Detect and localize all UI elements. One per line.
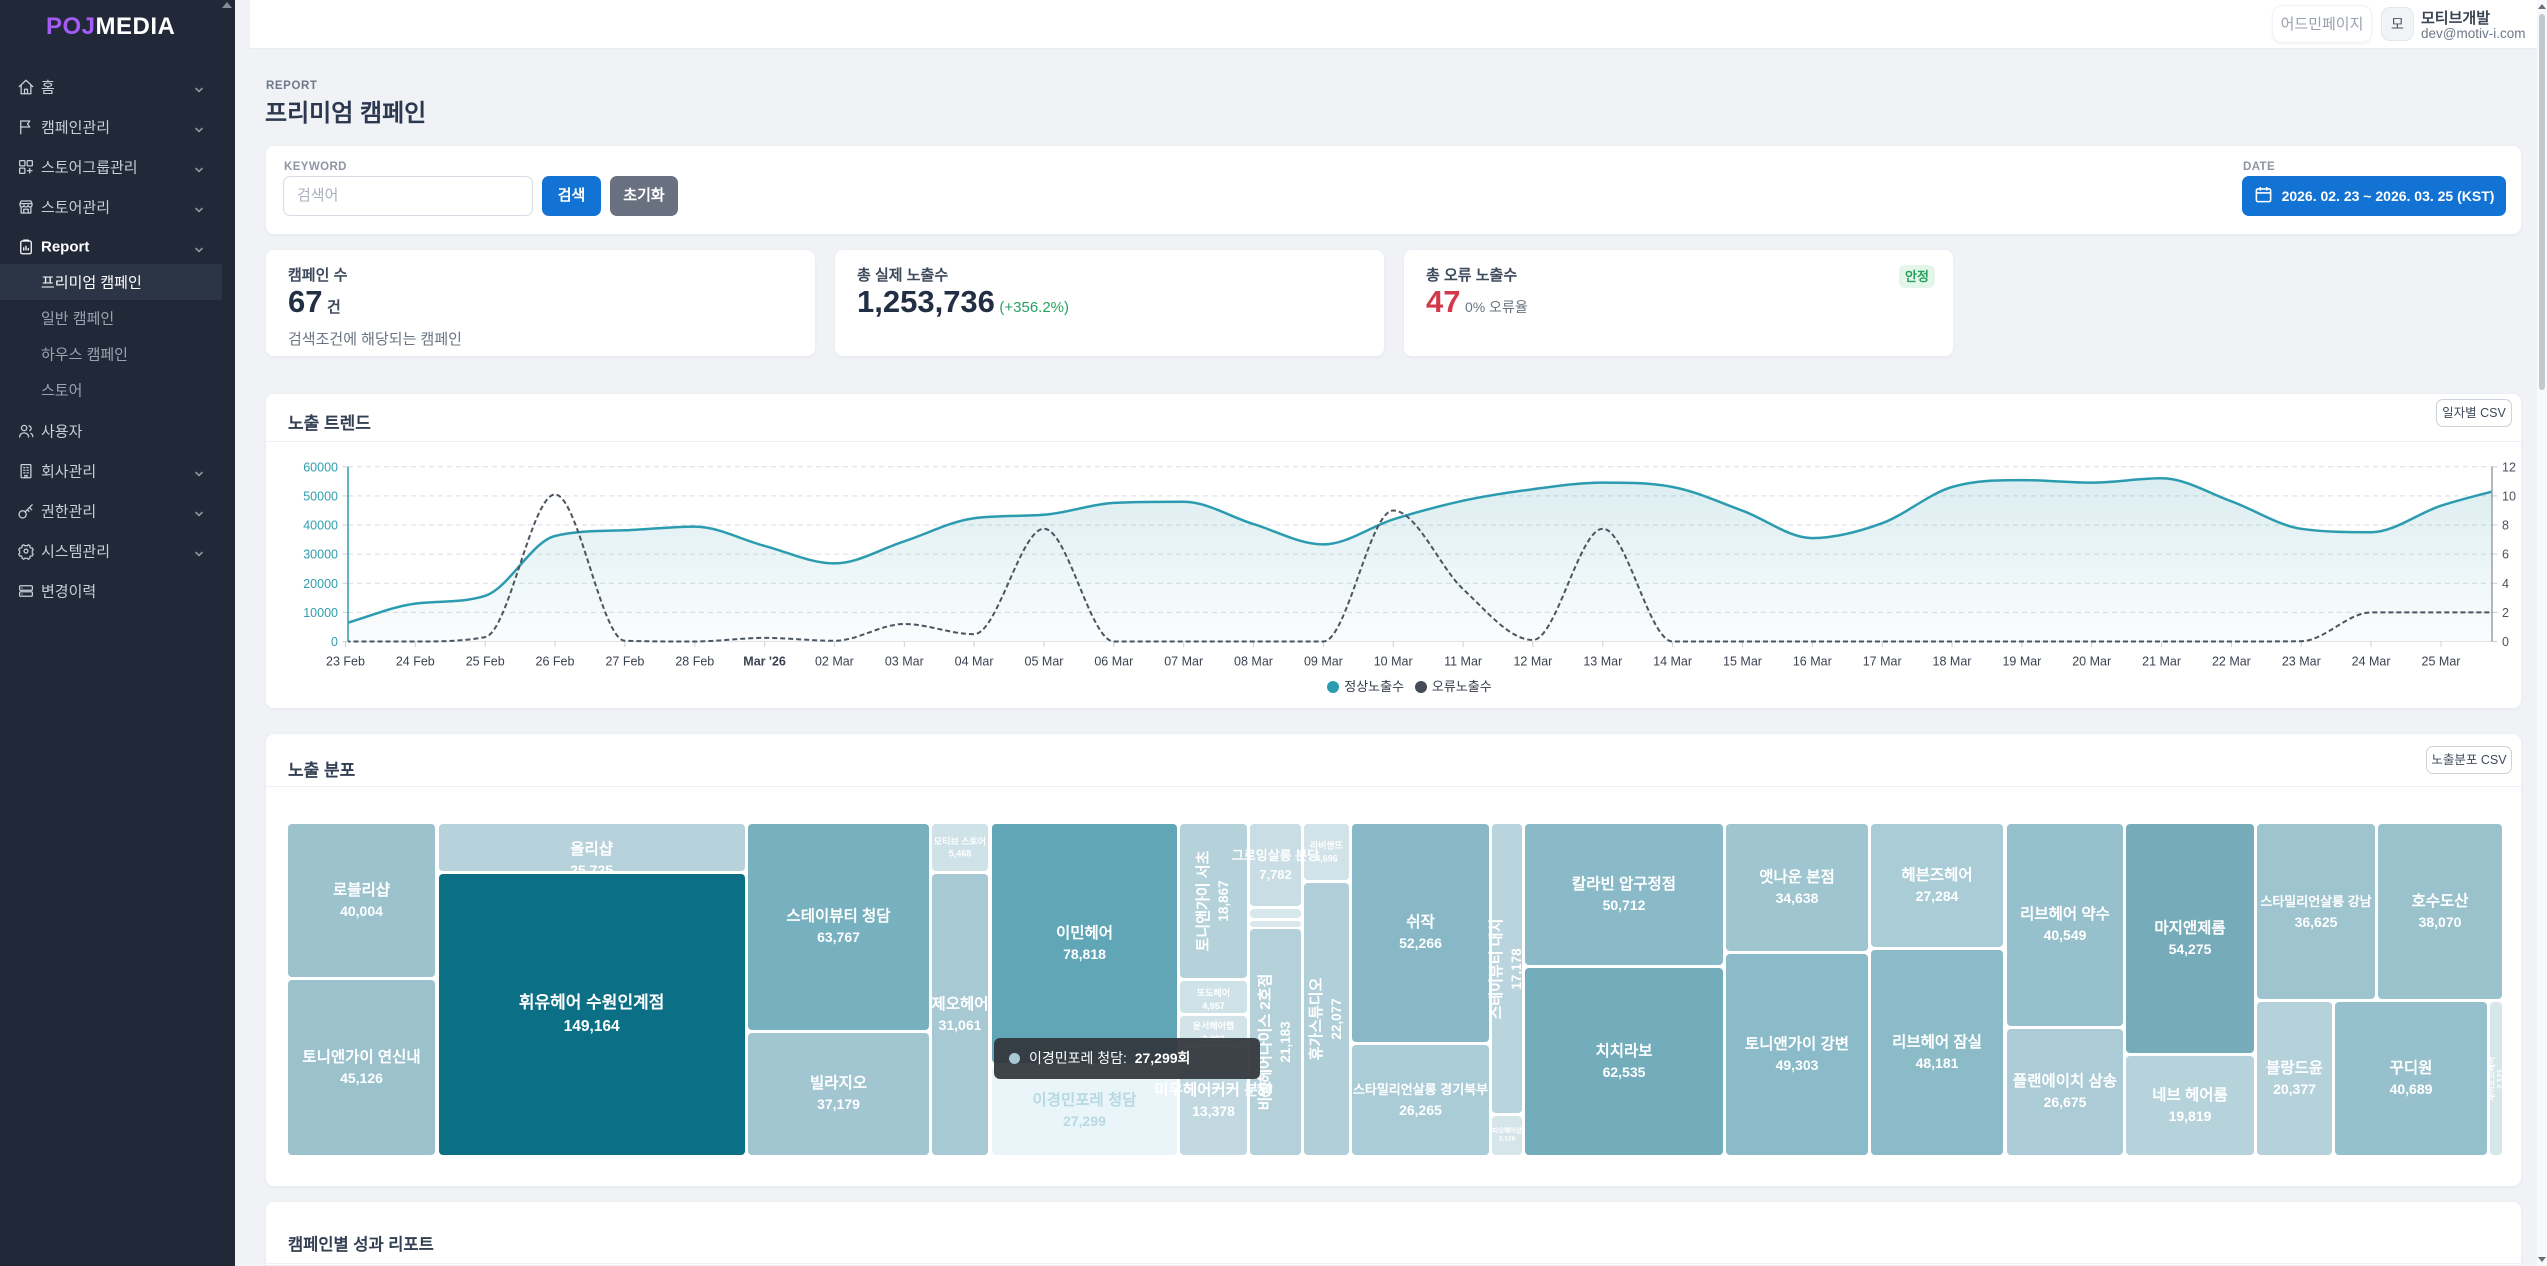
svg-text:05 Mar: 05 Mar [1025, 655, 1064, 669]
svg-text:16 Mar: 16 Mar [1793, 655, 1832, 669]
svg-text:14 Mar: 14 Mar [1653, 655, 1692, 669]
svg-text:60000: 60000 [303, 460, 338, 474]
svg-text:50000: 50000 [303, 489, 338, 503]
svg-text:18 Mar: 18 Mar [1933, 655, 1972, 669]
svg-text:25 Feb: 25 Feb [466, 655, 505, 669]
svg-text:20000: 20000 [303, 577, 338, 591]
svg-text:03 Mar: 03 Mar [885, 655, 924, 669]
svg-text:21 Mar: 21 Mar [2142, 655, 2181, 669]
svg-text:11 Mar: 11 Mar [1444, 655, 1482, 669]
svg-text:0: 0 [2502, 635, 2509, 649]
svg-text:17 Mar: 17 Mar [1863, 655, 1902, 669]
svg-text:04 Mar: 04 Mar [955, 655, 994, 669]
svg-text:19 Mar: 19 Mar [2002, 655, 2041, 669]
svg-text:06 Mar: 06 Mar [1094, 655, 1133, 669]
svg-text:13 Mar: 13 Mar [1583, 655, 1622, 669]
svg-text:10000: 10000 [303, 606, 338, 620]
svg-text:25 Mar: 25 Mar [2422, 655, 2461, 669]
svg-text:09 Mar: 09 Mar [1304, 655, 1343, 669]
svg-text:24 Feb: 24 Feb [396, 655, 435, 669]
svg-text:Mar '26: Mar '26 [743, 655, 786, 669]
svg-text:26 Feb: 26 Feb [536, 655, 575, 669]
svg-text:02 Mar: 02 Mar [815, 655, 854, 669]
svg-text:20 Mar: 20 Mar [2072, 655, 2111, 669]
svg-text:22 Mar: 22 Mar [2212, 655, 2251, 669]
svg-text:4: 4 [2502, 577, 2509, 591]
svg-text:23 Mar: 23 Mar [2282, 655, 2321, 669]
svg-text:8: 8 [2502, 519, 2509, 533]
svg-text:08 Mar: 08 Mar [1234, 655, 1273, 669]
svg-text:28 Feb: 28 Feb [675, 655, 714, 669]
svg-text:6: 6 [2502, 548, 2509, 562]
svg-text:12 Mar: 12 Mar [1513, 655, 1552, 669]
svg-text:30000: 30000 [303, 548, 338, 562]
svg-text:10: 10 [2502, 489, 2516, 503]
svg-text:07 Mar: 07 Mar [1164, 655, 1203, 669]
svg-text:15 Mar: 15 Mar [1723, 655, 1762, 669]
svg-text:12: 12 [2502, 460, 2516, 474]
svg-text:0: 0 [331, 635, 338, 649]
svg-text:40000: 40000 [303, 519, 338, 533]
svg-text:2: 2 [2502, 606, 2509, 620]
svg-text:27 Feb: 27 Feb [605, 655, 644, 669]
svg-text:23 Feb: 23 Feb [326, 655, 365, 669]
svg-text:24 Mar: 24 Mar [2352, 655, 2391, 669]
svg-text:10 Mar: 10 Mar [1374, 655, 1413, 669]
